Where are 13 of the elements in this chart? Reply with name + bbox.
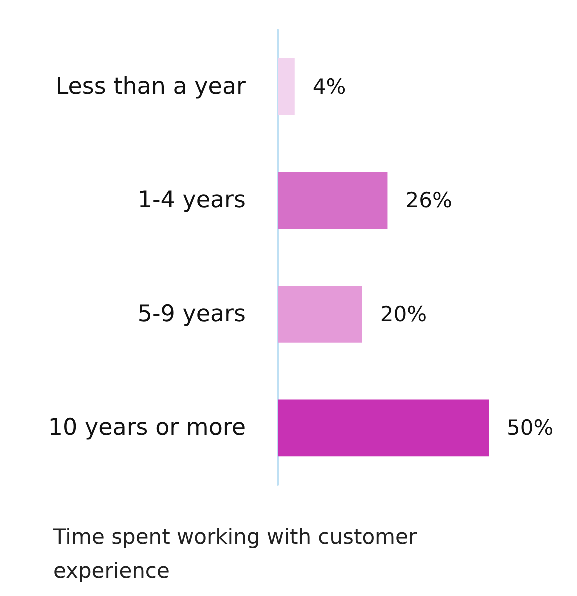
data-label: 50%	[507, 416, 554, 440]
y-tick-label: 1-4 years	[138, 188, 246, 214]
x-axis-title: Time spent working with customer experience	[52, 525, 424, 583]
y-tick-label: 10 years or more	[48, 415, 246, 442]
bar	[278, 58, 295, 116]
data-label: 26%	[406, 188, 452, 213]
bar	[278, 172, 388, 230]
bar	[278, 400, 489, 457]
data-label: 20%	[380, 302, 428, 326]
data-label: 4%	[312, 74, 346, 99]
bar	[278, 286, 362, 343]
y-tick-label: Less than a year	[56, 74, 247, 100]
y-tick-label: 5-9 years	[138, 301, 246, 328]
